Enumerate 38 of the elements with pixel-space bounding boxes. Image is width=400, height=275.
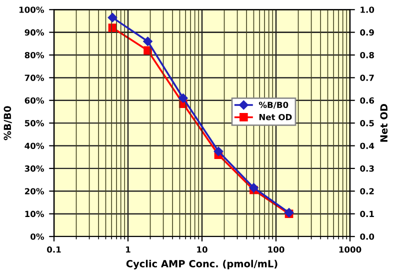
legend-label: Net OD [259,114,292,120]
y-tick-label: 60% [24,97,44,104]
y-tick-label: 90% [24,29,44,36]
y-tick-label: 80% [24,52,44,58]
y-tick-label: 40% [24,142,44,150]
x-tick-label: 100 [268,246,284,253]
y2-tick-label: 0.2 [360,188,374,194]
y-axis-title: %B/B0 [4,106,12,140]
y2-tick-label: 1.0 [360,6,374,13]
y-tick-label: 20% [24,188,44,194]
y-tick-label: 50% [24,120,44,126]
y2-tick-label: 0.8 [360,52,374,58]
y2-tick-label: 0.5 [360,120,374,126]
y-tick-label: 10% [25,210,44,218]
y2-axis-title: Net OD [380,104,388,142]
y-tick-label: 0% [30,233,44,240]
x-axis-title: Cyclic AMP Conc. (pmol/mL) [126,260,278,270]
y-tick-label: 70% [24,74,44,81]
x-tick-label: 1 [126,246,130,253]
y2-tick-label: 0.4 [360,142,374,150]
x-tick-label: 10 [197,246,208,253]
point [144,46,152,55]
y2-tick-label: 0.9 [360,29,374,36]
y2-tick-label: 0.3 [360,165,374,172]
y2-tick-label: 0.7 [360,74,374,81]
point [178,93,188,103]
y2-tick-label: 0.6 [360,97,374,104]
y-tick-label: 30% [24,165,44,172]
point [143,36,152,46]
y-tick-label: 100% [19,6,44,13]
legend-label: %B/B0 [258,102,288,109]
point [214,146,224,156]
y2-tick-label: 0.1 [360,210,374,218]
y2-tick-label: 0.0 [360,233,374,240]
x-tick-label: 1000 [339,246,362,253]
point [249,183,258,192]
point [108,12,118,22]
x-tick-label: 0.1 [47,246,61,253]
